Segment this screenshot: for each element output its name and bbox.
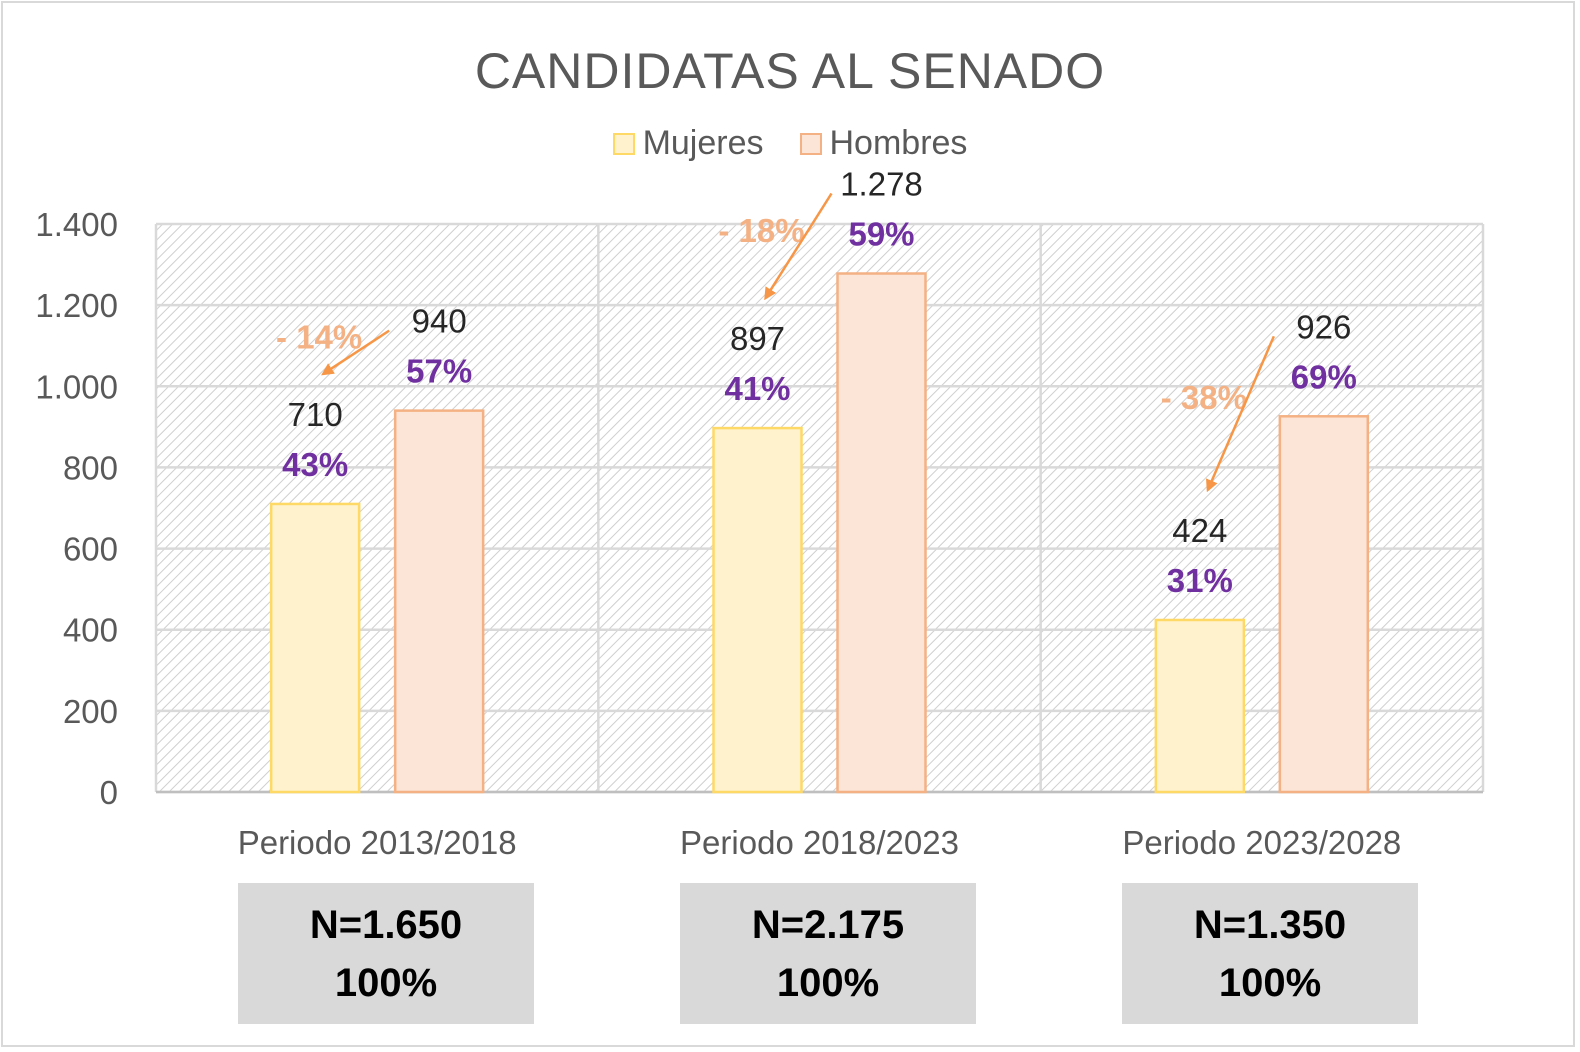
gap-arrow [321, 329, 390, 376]
legend-swatch-mujeres [612, 132, 635, 155]
legend-label-mujeres: Mujeres [642, 124, 764, 162]
plot-area-background [156, 224, 1483, 792]
total-box-2013-2018: N=1.650 100% [238, 883, 534, 1024]
legend-label-hombres: Hombres [829, 124, 968, 162]
data-label-percent: 57% [406, 353, 472, 390]
data-label-percent: 43% [282, 446, 348, 483]
y-tick-label: 1.200 [35, 287, 118, 324]
gap-arrow [1206, 335, 1275, 493]
bar-mujeres [1154, 618, 1246, 794]
data-label-value: 897 [730, 320, 785, 357]
data-label-percent: 41% [724, 370, 790, 407]
data-label-value: 940 [412, 303, 467, 340]
bar-mujeres [269, 502, 361, 794]
y-tick-label: 0 [100, 774, 118, 811]
gap-annotation: - 38% [1161, 379, 1247, 416]
data-label-value: 1.278 [840, 165, 923, 202]
y-tick-label: 600 [63, 531, 118, 568]
total-box-2018-2023: N=2.175 100% [680, 883, 976, 1024]
chart-title: CANDIDATAS AL SENADO [474, 43, 1106, 99]
bar-hombres [1278, 415, 1370, 794]
y-tick-label: 200 [63, 693, 118, 730]
total-n: N=1.650 [309, 902, 463, 947]
legend-item-mujeres: Mujeres [612, 124, 764, 163]
data-label-value: 424 [1172, 512, 1227, 549]
total-box-2023-2028: N=1.350 100% [1122, 883, 1418, 1024]
y-tick-label: 1.000 [35, 368, 118, 405]
y-tick-label: 800 [63, 449, 118, 486]
total-n: N=2.175 [751, 902, 905, 947]
y-tick-label: 1.400 [35, 206, 118, 243]
total-pct: 100% [334, 960, 438, 1005]
gap-annotation: - 18% [718, 212, 804, 249]
legend-swatch-hombres [799, 132, 822, 155]
data-label-value: 926 [1296, 308, 1351, 345]
data-label-percent: 31% [1167, 562, 1233, 599]
gap-arrow [764, 192, 833, 301]
x-tick-label: Periodo 2018/2023 [680, 824, 959, 861]
total-pct: 100% [776, 960, 880, 1005]
data-label-percent: 59% [848, 215, 914, 252]
data-label-percent: 69% [1291, 358, 1357, 395]
total-pct: 100% [1218, 960, 1322, 1005]
data-label-value: 710 [288, 396, 343, 433]
total-n: N=1.350 [1193, 902, 1347, 947]
chart-legend: Mujeres Hombres [0, 124, 1580, 163]
x-tick-label: Periodo 2013/2018 [238, 824, 517, 861]
y-tick-label: 400 [63, 612, 118, 649]
bar-hombres [393, 409, 485, 794]
gap-annotation: - 14% [276, 318, 362, 355]
bar-mujeres [712, 426, 803, 794]
legend-item-hombres: Hombres [799, 124, 968, 163]
x-tick-label: Periodo 2023/2028 [1122, 824, 1401, 861]
bar-hombres [836, 272, 927, 794]
